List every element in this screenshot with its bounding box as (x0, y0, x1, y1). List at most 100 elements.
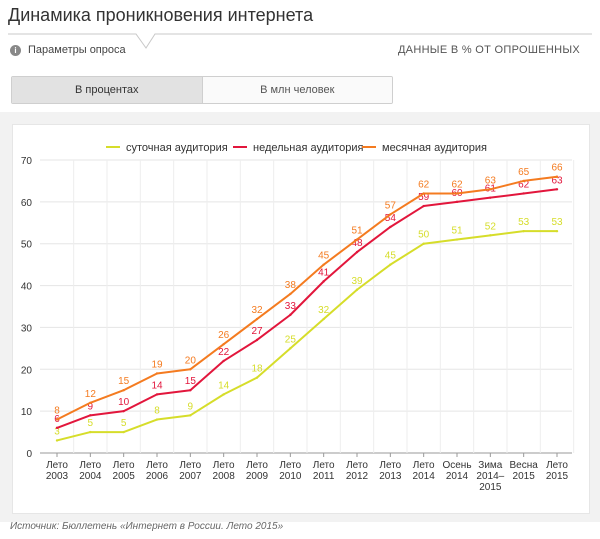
survey-params-link[interactable]: i Параметры опроса (10, 44, 126, 56)
data-label: 14 (218, 380, 230, 391)
x-tick-label: 2004 (79, 471, 102, 482)
x-tick-label: 2010 (279, 471, 302, 482)
x-tick-label: 2009 (246, 471, 269, 482)
data-point (422, 242, 425, 245)
tab-percent[interactable]: В процентах (12, 77, 202, 103)
data-point (289, 292, 292, 296)
data-point (122, 409, 125, 413)
x-tick-label: Лето (46, 460, 68, 471)
data-point (55, 439, 59, 442)
x-tick-label: 2008 (213, 471, 236, 482)
data-point (255, 317, 259, 321)
data-label: 18 (251, 364, 263, 375)
data-point (489, 188, 492, 191)
data-label: 25 (285, 334, 297, 345)
x-tick-label: 2011 (313, 471, 335, 482)
x-tick-label: Лето (79, 460, 101, 471)
data-point (555, 188, 559, 191)
chart-panel: 0 10 20 30 40 50 60 70 Лето 2003 Лето 2004 Лето 2005 Л… (12, 124, 590, 514)
data-point (422, 192, 425, 195)
y-tick-label: 50 (21, 240, 33, 251)
data-label: 59 (418, 192, 430, 203)
x-tick-label: Лето (213, 460, 235, 471)
data-point (455, 238, 459, 241)
data-label: 26 (218, 330, 230, 341)
survey-params-label: Параметры опроса (28, 44, 126, 56)
data-point (89, 430, 92, 434)
data-label: 20 (185, 355, 197, 366)
data-point (189, 414, 192, 417)
info-icon: i (10, 44, 21, 56)
x-tick-label: Лето (379, 460, 401, 471)
header-divider (8, 33, 592, 49)
x-tick-label: 2012 (346, 471, 369, 482)
data-point (455, 200, 459, 204)
data-point (222, 393, 225, 396)
series-line (56, 230, 557, 442)
data-point (555, 175, 559, 178)
data-label: 45 (385, 251, 397, 262)
x-tick-label: 2014 (446, 471, 469, 482)
data-label: 65 (518, 167, 530, 178)
data-label: 9 (188, 401, 194, 412)
data-label: 22 (218, 347, 230, 358)
source-note: Источник: Бюллетень «Интернет в России. … (10, 521, 284, 532)
data-point (422, 204, 425, 208)
data-point (322, 317, 325, 321)
unit-tabs: В процентах В млн человек (11, 76, 393, 104)
data-point (122, 389, 125, 392)
data-point (455, 192, 459, 195)
data-point (155, 372, 159, 375)
data-point (155, 418, 159, 421)
data-label: 3 (54, 426, 60, 437)
x-tick-label: 2013 (379, 471, 402, 482)
data-label: 32 (251, 305, 263, 316)
data-point (522, 192, 525, 195)
data-point (489, 234, 492, 237)
data-label: 50 (418, 230, 430, 241)
data-label: 66 (551, 163, 563, 174)
data-label: 63 (551, 175, 563, 186)
data-point (522, 229, 525, 233)
x-tick-label: 2014 (413, 471, 436, 482)
data-point (155, 393, 159, 396)
data-point (255, 338, 259, 342)
x-tick-label: 2006 (146, 471, 169, 482)
data-label: 52 (485, 221, 497, 232)
data-point (222, 359, 225, 363)
data-label: 41 (318, 267, 330, 278)
data-label: 9 (88, 401, 94, 412)
data-point (355, 238, 359, 241)
data-point (322, 263, 325, 266)
data-point (55, 418, 59, 421)
data-point (289, 347, 292, 350)
data-point (389, 225, 392, 229)
legend-label: месячная аудитория (382, 142, 487, 154)
data-label: 63 (485, 175, 497, 186)
data-label: 51 (351, 226, 363, 237)
data-point (355, 288, 359, 291)
data-point (522, 179, 525, 183)
data-point (355, 250, 359, 254)
data-label: 57 (385, 200, 397, 211)
line-chart: 010203040506070Лето2003Лето2004Лето2005Л… (21, 142, 575, 493)
data-point (255, 376, 259, 379)
y-tick-label: 10 (21, 407, 33, 418)
data-label: 8 (154, 406, 160, 417)
tab-millions[interactable]: В млн человек (201, 77, 392, 103)
x-tick-label: Лето (413, 460, 435, 471)
data-point (289, 313, 292, 317)
x-tick-label: Лето (246, 460, 268, 471)
data-point (389, 263, 392, 266)
data-label: 5 (121, 418, 127, 429)
data-label: 19 (151, 359, 163, 370)
data-point (222, 342, 225, 346)
x-tick-label: 2015 (513, 471, 536, 482)
y-tick-label: 70 (21, 156, 33, 167)
data-label: 12 (85, 389, 97, 400)
x-tick-label: Лето (146, 460, 168, 471)
data-point (189, 368, 192, 371)
data-label: 39 (351, 276, 363, 287)
data-point (55, 426, 59, 430)
data-point (555, 229, 559, 233)
